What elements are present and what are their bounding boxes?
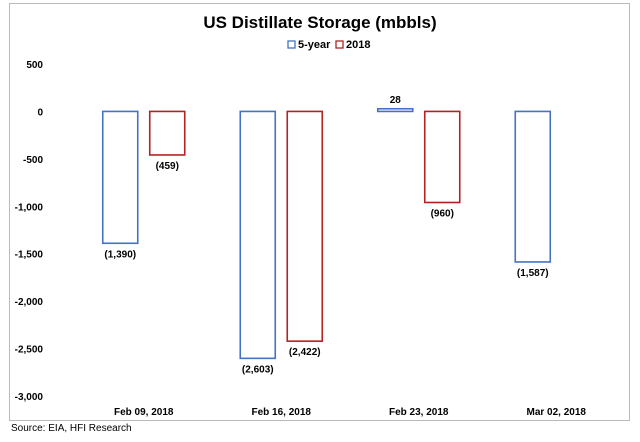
chart-frame: US Distillate Storage (mbbls) 5-year 2018… bbox=[9, 3, 630, 421]
legend-swatch bbox=[287, 40, 296, 49]
y-axis: 500 0 -500 -1,000 -1,500 -2,000 -2,500 -3,000 bbox=[15, 60, 44, 403]
bar-5-year bbox=[239, 110, 277, 360]
y-tick-label: -2,500 bbox=[15, 345, 44, 356]
y-tick-label: -3,000 bbox=[15, 392, 44, 403]
x-tick-label: Feb 16, 2018 bbox=[252, 407, 312, 418]
data-label: (2,422) bbox=[289, 347, 321, 358]
x-axis: Feb 09, 2018 Feb 16, 2018 Feb 23, 2018 Mar … bbox=[114, 407, 586, 418]
y-tick-label: 0 bbox=[37, 107, 43, 118]
bars bbox=[101, 107, 552, 360]
y-tick-label: -500 bbox=[23, 155, 43, 166]
bar-2018 bbox=[148, 110, 186, 156]
x-tick-label: Feb 23, 2018 bbox=[389, 407, 449, 418]
legend-swatch bbox=[335, 40, 344, 49]
y-tick-label: 500 bbox=[26, 60, 43, 71]
bar-5-year bbox=[376, 107, 414, 113]
chart-title: US Distillate Storage (mbbls) bbox=[203, 13, 436, 32]
x-tick-label: Feb 09, 2018 bbox=[114, 407, 174, 418]
legend: 5-year 2018 bbox=[287, 39, 370, 51]
bar-5-year bbox=[101, 110, 139, 245]
data-label: (2,603) bbox=[242, 364, 274, 375]
bar-2018 bbox=[286, 110, 324, 342]
data-label: (459) bbox=[156, 161, 179, 172]
x-tick-label: Mar 02, 2018 bbox=[527, 407, 587, 418]
chart-svg: US Distillate Storage (mbbls) 5-year 2018… bbox=[15, 13, 587, 418]
data-label: (960) bbox=[431, 208, 454, 219]
data-label: (1,587) bbox=[517, 268, 549, 279]
legend-entry: 5-year bbox=[298, 39, 331, 51]
y-tick-label: -1,500 bbox=[15, 250, 44, 261]
y-tick-label: -1,000 bbox=[15, 202, 44, 213]
legend-entry: 2018 bbox=[346, 39, 370, 51]
y-tick-label: -2,000 bbox=[15, 297, 44, 308]
data-labels: (1,390) (459) (2,603) (2,422) 28 (960) (1,587) bbox=[104, 95, 548, 376]
bar-5-year bbox=[514, 110, 552, 263]
data-label: 28 bbox=[390, 95, 402, 106]
data-label: (1,390) bbox=[104, 249, 136, 260]
bar-2018 bbox=[423, 110, 461, 204]
source-note: Source: EIA, HFI Research bbox=[11, 423, 132, 434]
